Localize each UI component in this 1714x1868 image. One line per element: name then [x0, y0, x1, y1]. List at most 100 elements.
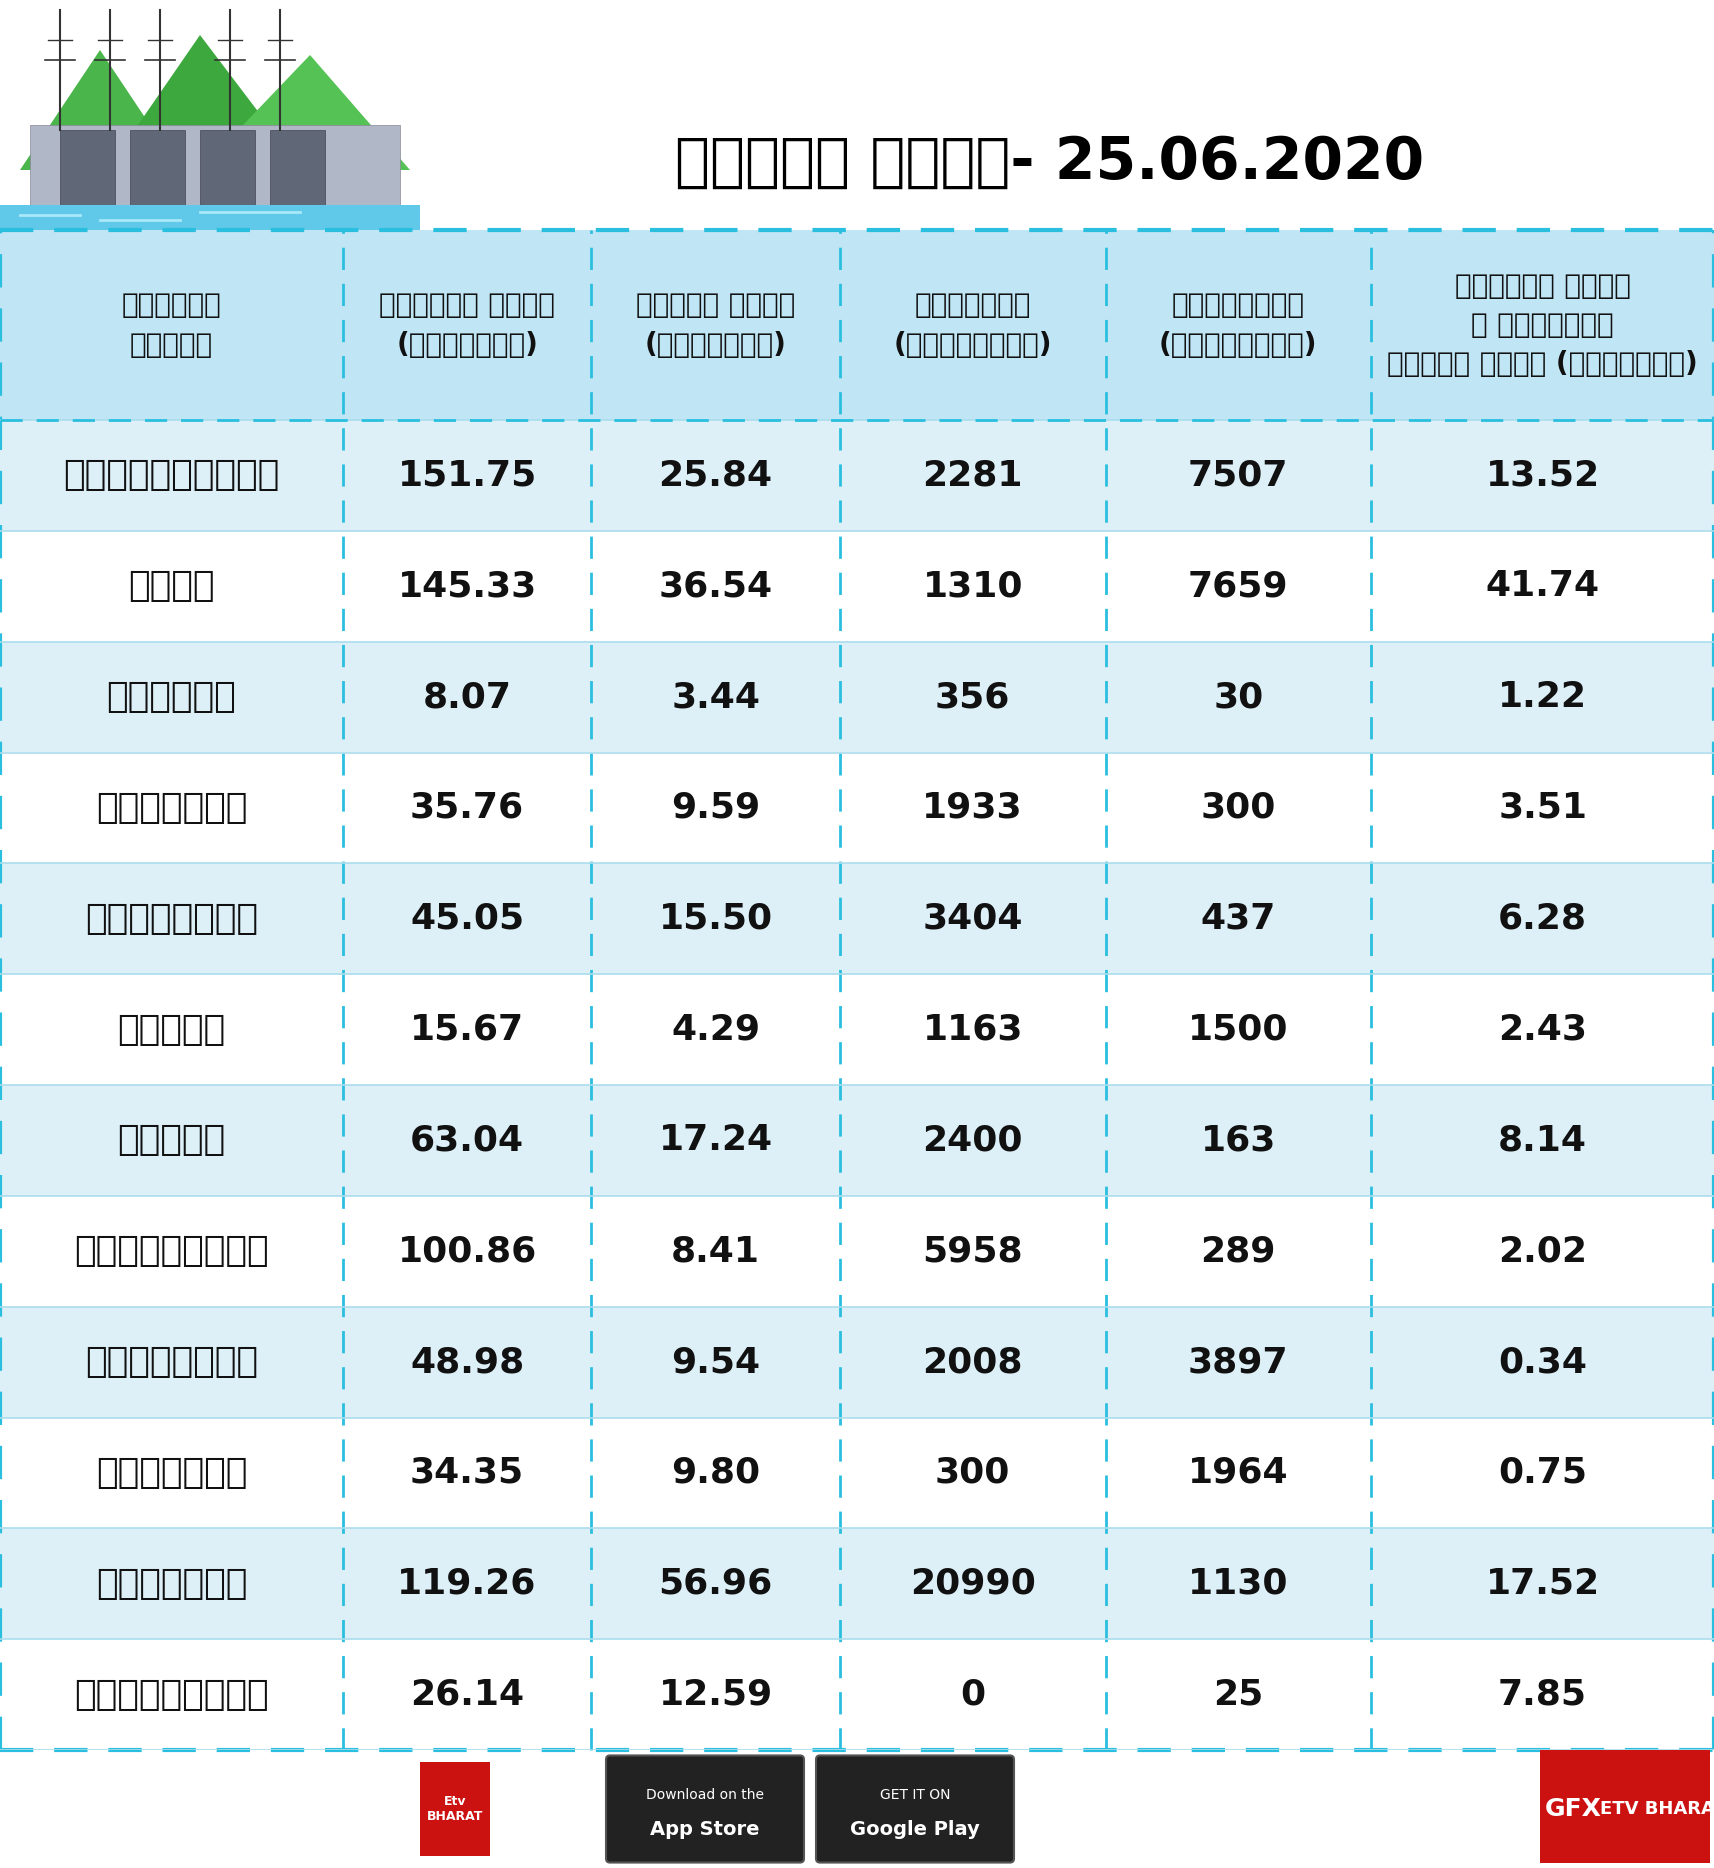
Text: ಲಿಂಗನಮಕ್ಕಿ: ಲಿಂಗನಮಕ್ಕಿ	[63, 458, 279, 493]
Text: 289: 289	[1200, 1235, 1277, 1268]
Polygon shape	[99, 35, 310, 179]
Text: 437: 437	[1202, 902, 1275, 936]
Text: 1130: 1130	[1188, 1567, 1289, 1601]
Bar	[0, 975, 1714, 1085]
Bar	[130, 131, 185, 220]
Bar	[0, 1638, 1714, 1750]
Text: 8.14: 8.14	[1498, 1123, 1587, 1158]
Text: 45.05: 45.05	[410, 902, 524, 936]
Text: 7659: 7659	[1188, 570, 1289, 603]
Bar	[420, 1762, 490, 1857]
Polygon shape	[201, 54, 410, 170]
Text: 145.33: 145.33	[398, 570, 536, 603]
Text: 3.44: 3.44	[672, 680, 759, 714]
Text: 8.07: 8.07	[423, 680, 511, 714]
Text: 1933: 1933	[922, 790, 1023, 826]
Bar	[0, 1085, 1714, 1196]
Text: ರಾಜ್ಯದ ಪ್ರಮುಖ ಜಲಾಶಯಗಳ: ರಾಜ್ಯದ ಪ್ರಮುಖ ಜಲಾಶಯಗಳ	[614, 41, 1488, 110]
Bar	[0, 230, 1714, 420]
Text: ETV BHARAT: ETV BHARAT	[1599, 1801, 1714, 1818]
Text: ತುಂಗಭದ್ರಾ: ತುಂಗಭದ್ರಾ	[74, 1235, 269, 1268]
Text: 3.51: 3.51	[1498, 790, 1587, 826]
Text: Download on the: Download on the	[646, 1788, 764, 1803]
Text: 25: 25	[1214, 1677, 1263, 1711]
Text: 3897: 3897	[1188, 1345, 1289, 1379]
Text: 2281: 2281	[922, 458, 1023, 493]
Text: 36.54: 36.54	[658, 570, 773, 603]
Text: ಹೇಮಾವತಿ: ಹೇಮಾವತಿ	[96, 790, 247, 826]
Text: ಹೋರಹರಿವು
(ಕ್ಯೂಸೆಕ್): ಹೋರಹರಿವು (ಕ್ಯೂಸೆಕ್)	[1159, 291, 1318, 359]
Bar	[1539, 1750, 1711, 1862]
Text: Etv
BHARAT: Etv BHARAT	[427, 1795, 483, 1823]
Text: 41.74: 41.74	[1486, 570, 1599, 603]
Text: ಕಬಿನಿ: ಕಬಿನಿ	[117, 1012, 226, 1046]
Text: 15.67: 15.67	[410, 1012, 524, 1046]
Bar	[0, 1418, 1714, 1528]
Text: 1310: 1310	[922, 570, 1023, 603]
Text: 26.14: 26.14	[410, 1677, 524, 1711]
Text: ಜಲಾಶಯದ
ಹೆಸರು: ಜಲಾಶಯದ ಹೆಸರು	[122, 291, 221, 359]
Text: 12.59: 12.59	[658, 1677, 773, 1711]
Bar	[201, 131, 255, 220]
FancyBboxPatch shape	[607, 1756, 804, 1862]
Text: ನಾರಾಯಣಪುರ: ನಾರಾಯಣಪುರ	[74, 1677, 269, 1711]
Text: 56.96: 56.96	[658, 1567, 773, 1601]
Text: For More Info Download: For More Info Download	[156, 1795, 485, 1823]
Text: 119.26: 119.26	[398, 1567, 536, 1601]
Text: 163: 163	[1202, 1123, 1275, 1158]
Bar	[31, 125, 399, 220]
Text: 4.29: 4.29	[672, 1012, 759, 1046]
Text: ಕೆಆರ್ಎಸ್: ಕೆಆರ್ಎಸ್	[86, 902, 257, 936]
Text: ಭದ್ರಾ: ಭದ್ರಾ	[117, 1123, 226, 1158]
Text: 17.24: 17.24	[658, 1123, 773, 1158]
Bar	[0, 643, 1714, 753]
Text: 300: 300	[1202, 790, 1275, 826]
Bar	[0, 205, 420, 230]
Bar	[60, 131, 115, 220]
FancyBboxPatch shape	[816, 1756, 1015, 1862]
Text: 15.50: 15.50	[658, 902, 773, 936]
Text: 9.80: 9.80	[672, 1455, 759, 1491]
Text: 25.84: 25.84	[658, 458, 773, 493]
Text: 300: 300	[936, 1455, 1010, 1491]
Text: 48.98: 48.98	[410, 1345, 524, 1379]
Text: App Store: App Store	[650, 1819, 759, 1838]
Bar	[0, 1528, 1714, 1638]
Text: 7507: 7507	[1188, 458, 1289, 493]
Text: 1163: 1163	[922, 1012, 1023, 1046]
Text: 9.59: 9.59	[670, 790, 761, 826]
Text: 20990: 20990	[910, 1567, 1035, 1601]
Text: 34.35: 34.35	[410, 1455, 524, 1491]
Text: ಹಿಂದಿನ ವರ್ಷ
ಈ ದಿನದಂದು
ನೀರಿನ ಮಟ್ಟ (ಟಿವಿಂಸಿ): ಹಿಂದಿನ ವರ್ಷ ಈ ದಿನದಂದು ನೀರಿನ ಮಟ್ಟ (ಟಿವಿಂಸ…	[1387, 273, 1699, 377]
Bar	[0, 1196, 1714, 1308]
Text: ಗರಿಷ್ಟ ಮಟ್ಟ
(ಟಿವಿಂಸಿ): ಗರಿಷ್ಟ ಮಟ್ಟ (ಟಿವಿಂಸಿ)	[379, 291, 555, 359]
Text: 356: 356	[936, 680, 1010, 714]
Text: 5958: 5958	[922, 1235, 1023, 1268]
Text: 0: 0	[960, 1677, 986, 1711]
Text: ಮಲಪ್ರಭಾ: ಮಲಪ್ರಭಾ	[96, 1455, 247, 1491]
Text: 9.54: 9.54	[672, 1345, 759, 1379]
Bar	[0, 420, 1714, 531]
Bar	[271, 131, 326, 220]
Bar	[0, 753, 1714, 863]
Text: 8.41: 8.41	[672, 1235, 759, 1268]
Bar	[0, 531, 1714, 643]
Text: 13.52: 13.52	[1486, 458, 1599, 493]
Text: 151.75: 151.75	[398, 458, 536, 493]
Polygon shape	[21, 50, 180, 170]
Text: 2.43: 2.43	[1498, 1012, 1587, 1046]
Text: ಆಲಮಟ್ಟಿ: ಆಲಮಟ್ಟಿ	[96, 1567, 247, 1601]
Text: 7.85: 7.85	[1498, 1677, 1587, 1711]
Bar	[0, 1308, 1714, 1418]
Text: GFX: GFX	[1544, 1797, 1603, 1821]
Text: 1964: 1964	[1188, 1455, 1289, 1491]
Text: 30: 30	[1214, 680, 1263, 714]
Text: ಇಂದಿನ ಮಟ್ಟ
(ಟಿವಿಂಸಿ): ಇಂದಿನ ಮಟ್ಟ (ಟಿವಿಂಸಿ)	[636, 291, 795, 359]
Text: 17.52: 17.52	[1486, 1567, 1599, 1601]
Text: 0.34: 0.34	[1498, 1345, 1587, 1379]
Text: 2008: 2008	[922, 1345, 1023, 1379]
Text: 3404: 3404	[922, 902, 1023, 936]
Text: APP: APP	[530, 1795, 598, 1823]
Text: Google Play: Google Play	[850, 1819, 980, 1838]
Text: ನೀರಿನ ಮಟ್ಟ- 25.06.2020: ನೀರಿನ ಮಟ್ಟ- 25.06.2020	[675, 133, 1424, 191]
